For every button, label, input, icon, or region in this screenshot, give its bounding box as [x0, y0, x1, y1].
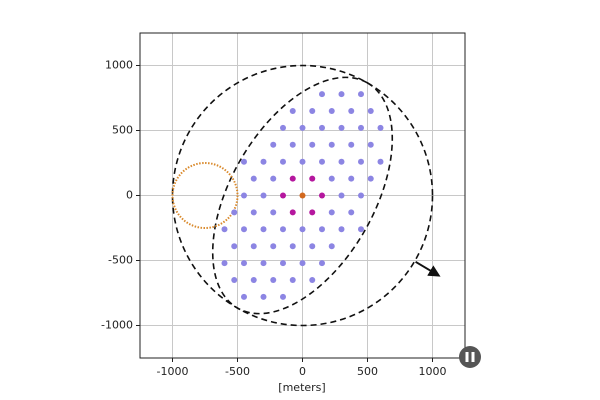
x-tick-label: -1000 — [157, 365, 189, 378]
point — [309, 141, 316, 148]
pause-button[interactable] — [459, 346, 481, 368]
point — [231, 277, 238, 283]
boundary-ellipse — [171, 162, 239, 229]
point — [289, 209, 296, 216]
x-tick-label: 1000 — [419, 365, 447, 378]
point — [260, 293, 267, 300]
point — [328, 243, 335, 250]
x-tick-label: 0 — [299, 365, 306, 378]
point — [260, 192, 267, 199]
point — [231, 209, 238, 216]
point — [289, 243, 296, 250]
point — [299, 124, 306, 131]
point — [309, 175, 316, 182]
point — [241, 192, 247, 199]
point — [348, 209, 355, 216]
point — [377, 158, 384, 165]
point — [299, 260, 306, 267]
point — [367, 108, 374, 114]
point — [221, 226, 228, 233]
point — [280, 192, 286, 199]
point — [250, 243, 257, 250]
point — [289, 175, 296, 182]
y-tick-label: 1000 — [105, 59, 133, 72]
point — [289, 141, 296, 148]
plot-frame — [139, 32, 466, 359]
point — [270, 243, 277, 250]
point — [319, 158, 325, 165]
point — [241, 260, 247, 267]
x-axis-label: [meters] — [278, 381, 325, 394]
point — [280, 260, 286, 267]
point — [309, 209, 316, 216]
point — [260, 260, 267, 267]
point — [338, 226, 345, 233]
point — [309, 243, 316, 250]
point — [338, 124, 345, 131]
point — [338, 91, 345, 98]
point — [241, 226, 247, 233]
point — [241, 293, 247, 300]
y-tick-label: 0 — [126, 189, 133, 202]
point — [289, 108, 296, 114]
point — [250, 277, 257, 283]
point — [358, 91, 364, 98]
point — [270, 141, 277, 148]
point — [250, 209, 257, 216]
x-tick-label: -500 — [225, 365, 250, 378]
y-tick-label: 500 — [112, 124, 133, 137]
point — [280, 124, 286, 131]
point — [319, 124, 325, 131]
point — [231, 243, 238, 250]
y-tick-label: -1000 — [101, 319, 133, 332]
point — [319, 192, 325, 199]
point — [328, 108, 335, 114]
point — [299, 226, 306, 233]
boundary-ellipse — [171, 64, 434, 327]
point — [338, 192, 345, 199]
point — [250, 175, 257, 182]
point — [328, 141, 335, 148]
point — [319, 260, 325, 267]
point — [338, 158, 345, 165]
point — [377, 124, 384, 131]
point — [358, 158, 364, 165]
arrow — [415, 260, 441, 277]
point — [358, 226, 364, 233]
point — [328, 175, 335, 182]
point — [280, 158, 286, 165]
y-tick-label: -500 — [108, 254, 133, 267]
point — [260, 158, 267, 165]
point — [299, 192, 306, 199]
point — [319, 226, 325, 233]
boundary-ellipse — [211, 76, 394, 315]
point — [328, 209, 335, 216]
x-tick-label: 500 — [357, 365, 378, 378]
point — [280, 226, 286, 233]
point — [367, 141, 374, 148]
point — [221, 260, 228, 267]
point — [289, 277, 296, 283]
point — [319, 91, 325, 98]
point — [309, 277, 316, 283]
point — [270, 209, 277, 216]
point — [348, 175, 355, 182]
point — [270, 277, 277, 283]
point — [241, 158, 247, 165]
point — [280, 293, 286, 300]
point — [270, 175, 277, 182]
point — [299, 158, 306, 165]
point — [358, 192, 364, 199]
point — [260, 226, 267, 233]
point — [348, 141, 355, 148]
point — [348, 108, 355, 114]
point — [367, 175, 374, 182]
point — [358, 124, 364, 131]
point — [309, 108, 316, 114]
